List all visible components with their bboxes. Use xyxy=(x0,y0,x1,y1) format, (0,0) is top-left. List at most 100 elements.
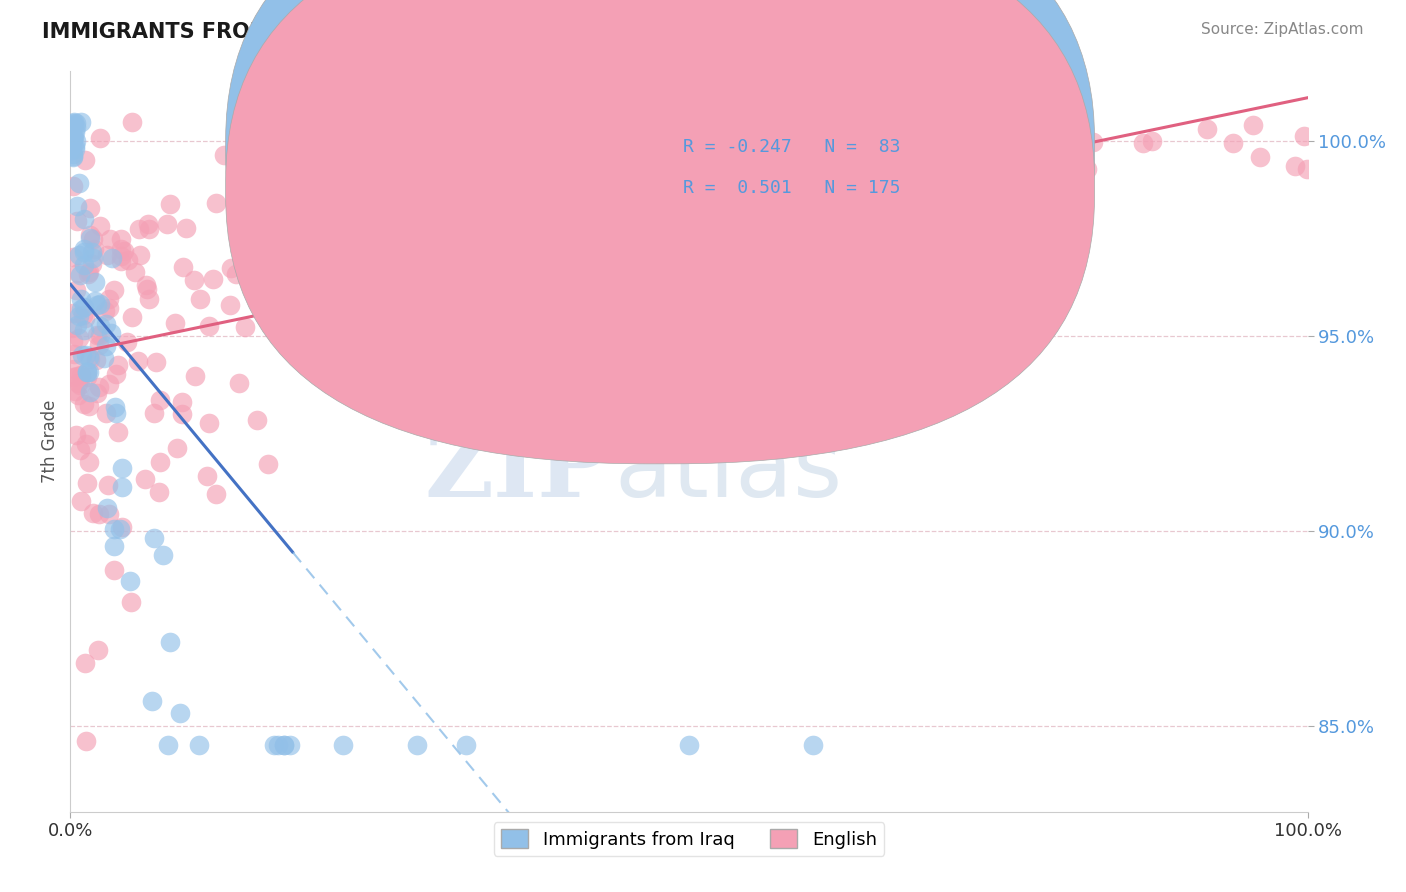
Point xyxy=(401,139,423,153)
Point xyxy=(1043,128,1066,143)
Point xyxy=(110,231,132,245)
Point xyxy=(111,520,134,534)
Point xyxy=(79,385,101,400)
Point xyxy=(219,297,242,311)
Point xyxy=(63,115,86,129)
Point xyxy=(159,197,181,211)
Point xyxy=(89,219,111,233)
Point xyxy=(1142,134,1164,148)
Point xyxy=(588,387,610,401)
Point xyxy=(70,348,93,362)
Point xyxy=(127,354,149,368)
Text: R = -0.247   N =  83: R = -0.247 N = 83 xyxy=(683,138,900,156)
Point xyxy=(143,531,166,545)
Point xyxy=(1132,136,1154,150)
Point xyxy=(97,377,120,392)
Point xyxy=(98,232,121,246)
Point xyxy=(76,476,98,491)
Point xyxy=(83,275,105,289)
Point xyxy=(60,127,83,141)
Point xyxy=(89,319,111,334)
Point xyxy=(273,277,295,291)
Point xyxy=(103,563,125,577)
Point xyxy=(69,331,91,345)
Point xyxy=(163,316,186,330)
Point xyxy=(897,126,920,140)
Point xyxy=(73,153,96,168)
Point xyxy=(100,326,122,340)
Point xyxy=(69,443,91,458)
Point xyxy=(110,253,132,268)
Point xyxy=(405,739,427,753)
Point xyxy=(104,400,127,414)
Y-axis label: 7th Grade: 7th Grade xyxy=(41,400,59,483)
Point xyxy=(77,399,100,413)
Point xyxy=(557,392,579,406)
Point xyxy=(89,297,111,311)
Point xyxy=(62,132,84,146)
Point xyxy=(65,428,87,442)
Point xyxy=(62,130,84,145)
Point xyxy=(87,643,110,657)
Point xyxy=(72,258,94,272)
Point xyxy=(1076,162,1098,177)
Point xyxy=(97,292,120,306)
Point xyxy=(67,376,90,390)
Point xyxy=(76,366,98,380)
Point xyxy=(62,178,84,193)
Point xyxy=(62,306,84,320)
Point xyxy=(76,370,98,384)
Point xyxy=(77,427,100,442)
Point xyxy=(808,172,831,186)
Point xyxy=(766,130,789,145)
Point xyxy=(69,368,91,382)
Point xyxy=(138,222,160,236)
Point xyxy=(152,548,174,562)
Point xyxy=(309,169,332,183)
Point xyxy=(62,369,84,384)
Point xyxy=(110,242,132,256)
Point xyxy=(143,406,166,420)
Point xyxy=(120,595,142,609)
Point xyxy=(70,494,93,508)
Point xyxy=(256,457,278,471)
Point xyxy=(79,351,101,366)
Point xyxy=(280,739,302,753)
Point xyxy=(75,437,97,451)
Point xyxy=(409,161,432,175)
Point xyxy=(87,337,110,351)
Point xyxy=(801,739,824,753)
Point xyxy=(79,231,101,245)
Point xyxy=(385,222,408,236)
Point xyxy=(1241,119,1264,133)
Point xyxy=(886,153,908,167)
Point xyxy=(136,282,159,296)
Point xyxy=(352,260,374,274)
Point xyxy=(489,253,512,268)
Point xyxy=(67,176,90,190)
Point xyxy=(170,395,193,409)
Point xyxy=(94,406,117,420)
Point xyxy=(124,265,146,279)
Point xyxy=(66,199,89,213)
Point xyxy=(62,334,84,349)
Point xyxy=(65,134,87,148)
Point xyxy=(94,338,117,352)
Text: atlas: atlas xyxy=(614,425,844,517)
Point xyxy=(1284,160,1306,174)
Point xyxy=(172,260,194,274)
Point xyxy=(136,217,159,231)
Point xyxy=(148,484,170,499)
Point xyxy=(134,472,156,486)
Point xyxy=(740,139,762,153)
Point xyxy=(73,656,96,670)
Point xyxy=(60,127,83,141)
Point xyxy=(86,328,108,343)
Point xyxy=(141,694,163,708)
Point xyxy=(1081,136,1104,150)
Point xyxy=(94,304,117,318)
Point xyxy=(197,318,219,333)
Point xyxy=(69,378,91,392)
Point xyxy=(377,308,399,322)
Point xyxy=(60,140,83,154)
